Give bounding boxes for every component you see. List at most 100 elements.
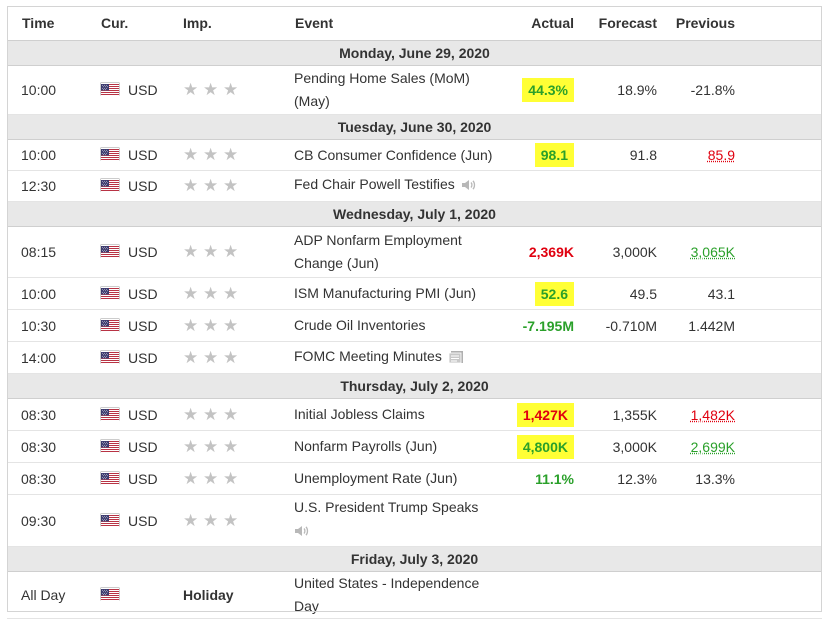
event-previous: 43.1 [707,285,735,302]
event-currency-cell: USD [87,430,163,463]
event-name-cell[interactable]: CB Consumer Confidence (Jun) [274,139,494,171]
event-name-cell[interactable]: FOMC Meeting Minutes [274,341,494,374]
event-row[interactable]: 10:00 USD ★ ★ ★ ISM Manufacturing PMI (Jun) 52… [7,277,822,310]
event-previous[interactable]: 3,065K [690,244,735,260]
event-name-cell[interactable]: Pending Home Sales (MoM) (May) [274,65,494,115]
event-name[interactable]: United States - Independence Day [294,575,480,614]
event-name-cell[interactable]: ADP Nonfarm Employment Change (Jun) [274,226,494,278]
document-icon[interactable] [448,348,464,371]
event-currency: USD [128,406,158,423]
event-forecast: 49.5 [583,277,666,310]
header-currency[interactable]: Cur. [101,15,129,31]
event-name-cell[interactable]: Fed Chair Powell Testifies [274,170,494,202]
event-time: 09:30 [7,494,87,547]
event-previous[interactable]: 85.9 [707,147,735,163]
event-currency: USD [128,285,158,302]
event-forecast: -0.710M [583,309,666,342]
event-name-cell[interactable]: Nonfarm Payrolls (Jun) [274,430,494,463]
row-spacer [746,226,822,278]
event-row[interactable]: 10:00 USD ★ ★ ★ CB Consumer Confidence (Jun) 9… [7,139,822,171]
day-header-row: Tuesday, June 30, 2020 [7,114,822,140]
event-name[interactable]: FOMC Meeting Minutes [294,347,442,364]
event-previous[interactable]: 1,482K [690,406,735,423]
event-actual-cell [494,341,583,374]
event-row[interactable]: 08:30 USD ★ ★ ★ Nonfarm Payrolls (Jun) 4,800K 3… [7,430,822,463]
event-currency: USD [128,82,158,98]
event-name[interactable]: U.S. President Trump Speaks [294,499,479,515]
event-importance: ★ ★ ★ [163,430,274,463]
event-forecast [583,341,666,374]
event-previous: 13.3% [695,470,735,487]
event-currency: USD [128,147,158,163]
day-header: Thursday, July 2, 2020 [7,373,822,399]
event-name[interactable]: Initial Jobless Claims [294,406,425,422]
importance-star-icon: ★ [183,80,199,99]
event-name[interactable]: CB Consumer Confidence (Jun) [294,146,493,163]
header-forecast[interactable]: Forecast [598,15,657,31]
importance-star-icon: ★ [223,347,239,367]
us-flag-icon [101,588,119,601]
event-row[interactable]: 09:30 USD ★ ★ ★ U.S. President Trump Speaks [7,494,822,547]
event-currency-cell: USD [87,462,163,495]
event-name[interactable]: ADP Nonfarm Employment Change (Jun) [294,232,462,271]
header-event[interactable]: Event [295,15,334,31]
event-currency-cell: USD [87,170,163,202]
event-row[interactable]: All Day Holiday United States - Independen… [7,571,822,619]
us-flag-icon [101,408,119,421]
event-time: 10:00 [7,65,87,115]
importance-star-icon: ★ [203,404,219,424]
header-previous[interactable]: Previous [675,15,735,31]
us-flag-icon [101,245,119,258]
event-currency-cell: USD [87,494,163,547]
event-name[interactable]: Crude Oil Inventories [294,317,426,333]
event-previous-cell: 13.3% [666,462,746,495]
header-actual[interactable]: Actual [531,15,574,31]
event-name-cell[interactable]: Unemployment Rate (Jun) [274,462,494,495]
speaker-icon[interactable] [294,522,310,545]
event-row[interactable]: 10:00 USD ★ ★ ★ Pending Home Sales (MoM) (May… [7,65,822,115]
event-currency: USD [128,470,158,487]
event-name-cell[interactable]: U.S. President Trump Speaks [274,494,494,547]
event-time: 08:30 [7,430,87,463]
header-time[interactable]: Time [22,15,55,31]
event-time: 14:00 [7,341,87,374]
event-currency-cell: USD [87,226,163,278]
event-row[interactable]: 14:00 USD ★ ★ ★ FOMC Meeting Minutes [7,341,822,374]
event-name[interactable]: Nonfarm Payrolls (Jun) [294,438,438,454]
event-forecast [583,170,666,202]
event-row[interactable]: 10:30 USD ★ ★ ★ Crude Oil Inventories -7.195M -… [7,309,822,342]
event-name[interactable]: ISM Manufacturing PMI (Jun) [294,285,477,301]
event-name-cell[interactable]: Crude Oil Inventories [274,309,494,342]
importance-star-icon: ★ [183,145,199,164]
event-actual-cell: 44.3% [494,65,583,115]
event-row[interactable]: 12:30 USD ★ ★ ★ Fed Chair Powell Testifies [7,170,822,202]
us-flag-icon [101,83,119,96]
importance-star-icon: ★ [203,510,219,530]
importance-star-icon: ★ [223,315,239,335]
event-row[interactable]: 08:30 USD ★ ★ ★ Initial Jobless Claims 1,427K 1… [7,398,822,431]
speaker-icon[interactable] [461,176,477,199]
event-name[interactable]: Fed Chair Powell Testifies [294,176,455,192]
event-name[interactable]: Pending Home Sales (MoM) (May) [294,70,470,109]
row-spacer [746,139,822,171]
importance-star-icon: ★ [203,436,219,456]
importance-star-icon: ★ [223,404,239,424]
event-actual-cell [494,571,583,619]
event-actual: 1,427K [516,402,574,427]
event-actual-cell: 98.1 [494,139,583,171]
event-name-cell[interactable]: Initial Jobless Claims [274,398,494,431]
event-actual-cell: 4,800K [494,430,583,463]
event-name[interactable]: Unemployment Rate (Jun) [294,470,458,486]
header-row: Time Cur. Imp. Event Actual Forecast Pre… [7,6,822,41]
event-row[interactable]: 08:15 USD ★ ★ ★ ADP Nonfarm Employment Change… [7,226,822,278]
event-name-cell[interactable]: United States - Independence Day [274,571,494,619]
event-previous-cell [666,571,746,619]
importance-star-icon: ★ [183,347,199,367]
event-name-cell[interactable]: ISM Manufacturing PMI (Jun) [274,277,494,310]
event-row[interactable]: 08:30 USD ★ ★ ★ Unemployment Rate (Jun) 11.1% 1… [7,462,822,495]
header-importance[interactable]: Imp. [183,15,212,31]
us-flag-icon [101,179,119,192]
event-previous[interactable]: 2,699K [690,438,735,455]
us-flag-icon [101,287,119,300]
